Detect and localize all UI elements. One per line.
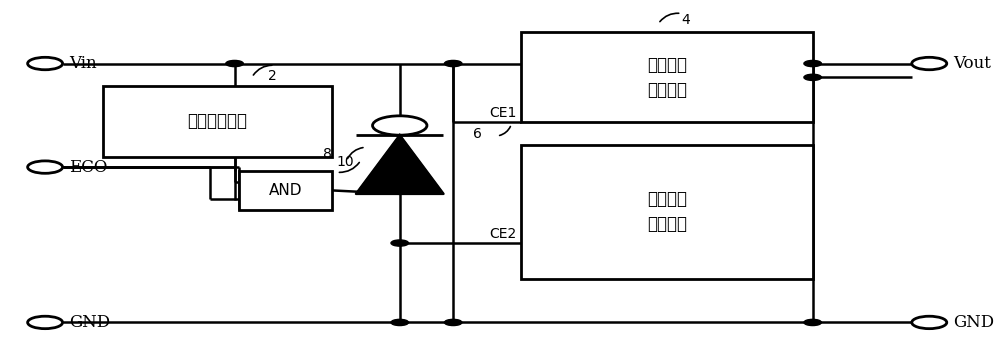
Text: 2: 2 [268,69,277,82]
Text: CE2: CE2 [489,227,516,241]
Text: 10: 10 [337,155,354,169]
Circle shape [804,74,821,80]
Text: 重负载用
恒压电路: 重负载用 恒压电路 [647,56,687,99]
Polygon shape [356,135,443,194]
Circle shape [391,319,408,325]
Text: GND: GND [69,314,111,331]
Text: Vout: Vout [954,55,991,72]
Circle shape [804,61,821,66]
Text: CE1: CE1 [489,106,516,120]
Text: AND: AND [269,183,302,198]
Circle shape [444,61,462,66]
Circle shape [226,61,243,66]
Text: 电流检测电路: 电流检测电路 [188,112,248,130]
Circle shape [444,319,462,325]
Text: 8: 8 [323,147,332,161]
Bar [521,145,813,279]
Bar [103,86,332,157]
Text: ECO: ECO [69,159,108,176]
Bar [239,171,332,210]
Text: Vin: Vin [69,55,97,72]
Text: GND: GND [954,314,995,331]
Circle shape [391,240,408,246]
Bar [521,32,813,122]
Circle shape [804,319,821,325]
Text: 轻负载用
恒压电路: 轻负载用 恒压电路 [647,190,687,234]
Text: 6: 6 [473,127,481,141]
Text: 4: 4 [682,13,690,27]
